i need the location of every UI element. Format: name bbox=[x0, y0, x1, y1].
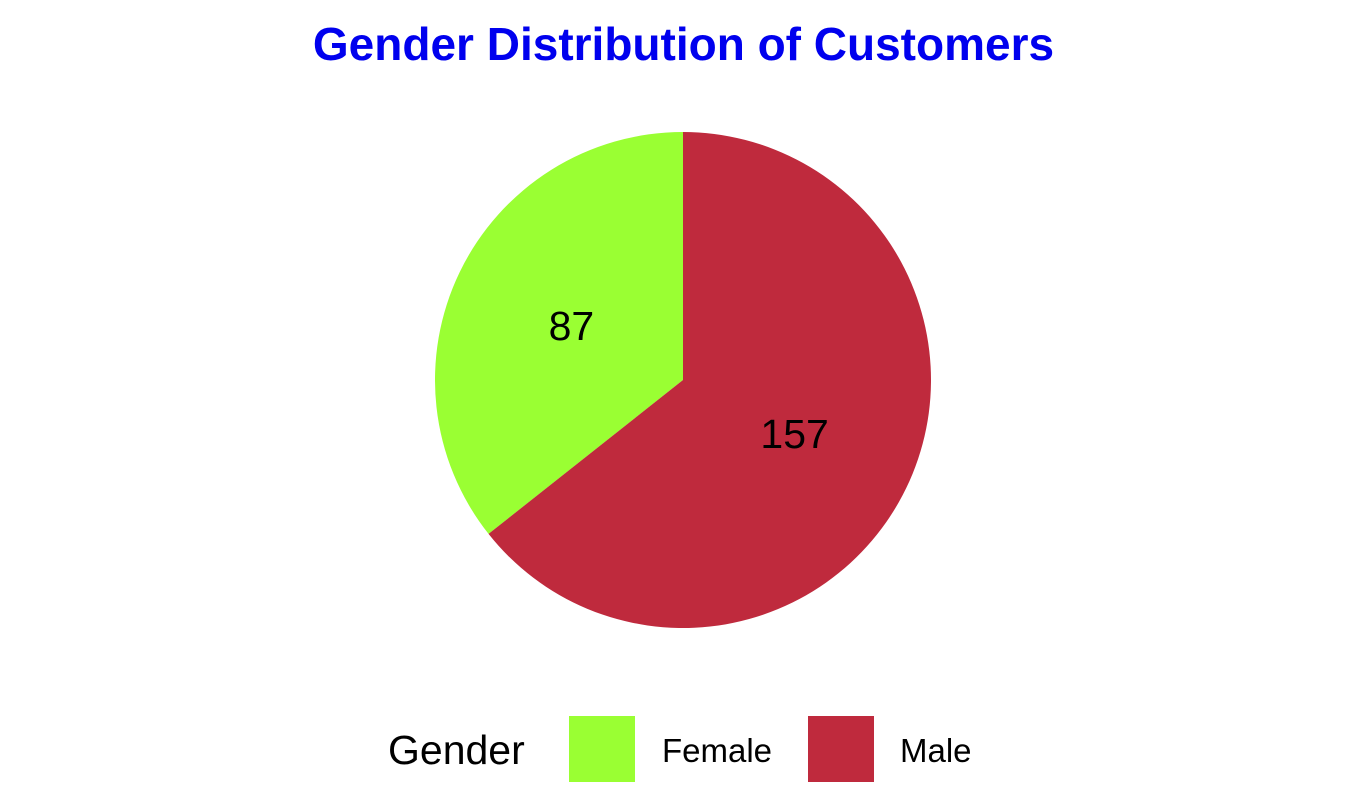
legend-swatch-female bbox=[569, 716, 635, 782]
data-label-female: 87 bbox=[549, 303, 595, 349]
pie-slice-male bbox=[488, 132, 931, 628]
legend-label-female: Female bbox=[662, 732, 773, 769]
legend-swatch-male bbox=[808, 716, 874, 782]
legend: Gender Female Male bbox=[0, 714, 1367, 784]
pie-slice-female bbox=[435, 132, 683, 534]
chart-title: Gender Distribution of Customers bbox=[312, 18, 1055, 70]
data-label-male: 157 bbox=[760, 411, 828, 457]
legend-label-male: Male bbox=[900, 732, 972, 769]
legend-title: Gender bbox=[388, 727, 525, 773]
